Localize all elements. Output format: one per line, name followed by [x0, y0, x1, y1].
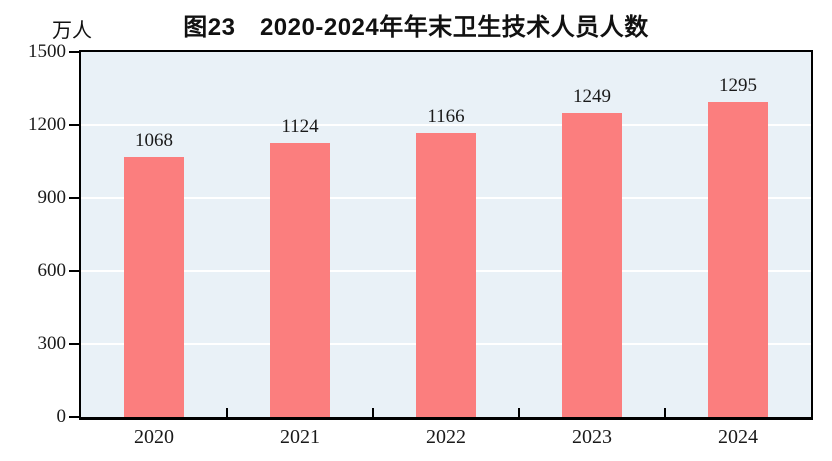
y-axis-unit-label: 万人: [52, 20, 92, 42]
bar-2023: [562, 113, 622, 417]
bar-value-label-2024: 1295: [719, 75, 757, 96]
x-axis-tick-mark-1: [226, 408, 228, 417]
y-axis-tick-label-300: 300: [37, 333, 67, 354]
y-axis-tick-mark-1200: [69, 124, 79, 126]
y-axis-tick-label-900: 900: [37, 187, 67, 208]
bar-2024: [708, 102, 768, 417]
bar-2022: [416, 133, 476, 417]
y-axis-tick-label-0: 0: [56, 406, 67, 427]
x-axis-tick-label-2021: 2021: [280, 426, 320, 448]
bar-value-label-2021: 1124: [281, 116, 319, 137]
y-axis-tick-label-1500: 1500: [28, 41, 66, 62]
y-axis-tick-label-1200: 1200: [28, 114, 66, 135]
chart-title: 图23 2020-2024年年末卫生技术人员人数: [183, 14, 649, 41]
y-axis-tick-mark-900: [69, 197, 79, 199]
x-axis-tick-label-2024: 2024: [718, 426, 758, 448]
gridline-1200: [81, 124, 811, 126]
bar-2020: [124, 157, 184, 417]
bar-2021: [270, 143, 330, 417]
x-axis-tick-label-2023: 2023: [572, 426, 612, 448]
plot-area: [79, 50, 813, 420]
bar-value-label-2022: 1166: [427, 106, 465, 127]
y-axis-tick-mark-600: [69, 270, 79, 272]
x-axis-tick-label-2022: 2022: [426, 426, 466, 448]
y-axis-tick-mark-1500: [69, 51, 79, 53]
bar-value-label-2020: 1068: [135, 130, 173, 151]
y-axis-tick-label-600: 600: [37, 260, 67, 281]
bar-value-label-2023: 1249: [573, 86, 611, 107]
x-axis-tick-mark-4: [664, 408, 666, 417]
x-axis-tick-mark-3: [518, 408, 520, 417]
x-axis-tick-mark-2: [372, 408, 374, 417]
y-axis-tick-mark-0: [69, 416, 79, 418]
x-axis-tick-label-2020: 2020: [134, 426, 174, 448]
y-axis-tick-mark-300: [69, 343, 79, 345]
